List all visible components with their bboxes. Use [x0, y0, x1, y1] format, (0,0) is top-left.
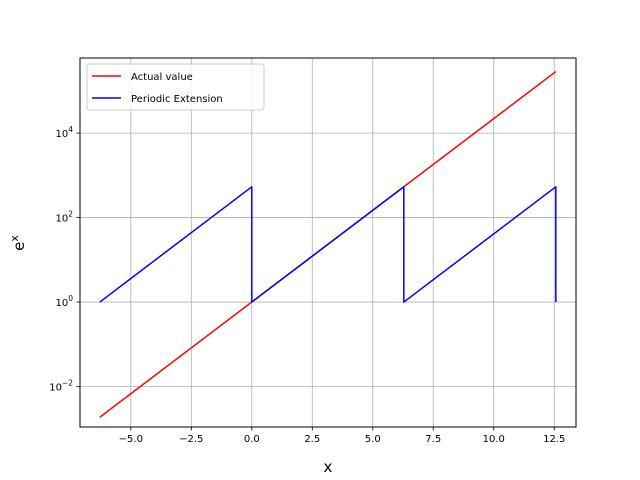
x-tick-label: 2.5 [304, 434, 320, 445]
grid [80, 58, 576, 427]
y-tick-label: 104 [55, 125, 73, 140]
series-line-periodic-extension [99, 186, 557, 303]
x-tick-label: 0.0 [244, 434, 260, 445]
x-tick-label: 7.5 [425, 434, 441, 445]
y-tick-label: 100 [55, 294, 73, 309]
y-axis-label: ex [8, 235, 28, 251]
legend-label-periodic-extension: Periodic Extension [131, 94, 223, 105]
legend: Actual value Periodic Extension [86, 63, 265, 111]
x-tick-label: 12.5 [543, 434, 565, 445]
x-tick-label: 5.0 [365, 434, 381, 445]
x-tick-label: 10.0 [483, 434, 505, 445]
y-tick-label: 10−2 [49, 379, 73, 394]
legend-label-actual-value: Actual value [131, 72, 193, 83]
legend-box [86, 63, 265, 111]
x-axis: −5.0 −2.5 0.0 2.5 5.0 7.5 10.0 12.5 [119, 427, 565, 445]
y-axis: 10−2 100 102 104 [49, 125, 80, 394]
x-tick-label: −5.0 [119, 434, 143, 445]
x-axis-label: x [324, 458, 333, 476]
x-tick-label: −2.5 [179, 434, 203, 445]
series-lines [99, 70, 557, 418]
y-tick-label: 102 [55, 210, 73, 225]
plot-area-frame [79, 57, 577, 428]
